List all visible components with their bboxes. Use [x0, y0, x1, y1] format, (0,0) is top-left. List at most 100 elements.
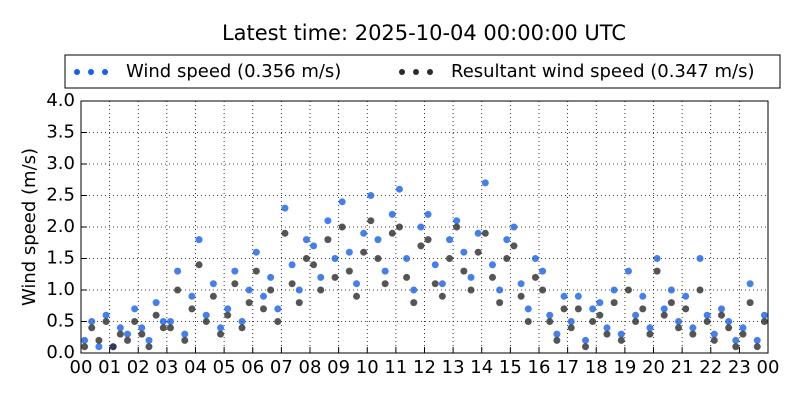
data-point [395, 223, 403, 231]
data-point [259, 292, 267, 300]
data-point [288, 280, 296, 288]
data-point [209, 280, 217, 288]
data-point [88, 318, 96, 325]
data-point [689, 324, 697, 332]
data-point [460, 248, 468, 256]
data-point [360, 229, 368, 237]
data-point [131, 318, 139, 325]
data-point [460, 267, 468, 275]
data-point [582, 343, 590, 351]
data-point [231, 267, 239, 275]
data-point [217, 330, 225, 338]
legend-label: Wind speed (0.356 m/s) [126, 61, 341, 82]
data-point [539, 286, 547, 294]
data-point [488, 261, 496, 269]
data-point [281, 204, 289, 212]
data-point [610, 299, 618, 307]
y-tick-label: 0.0 [46, 342, 75, 363]
data-point [632, 318, 640, 325]
data-point [717, 305, 725, 313]
data-point [496, 286, 504, 294]
data-point [116, 330, 124, 338]
data-point [667, 299, 675, 307]
data-point [624, 267, 632, 275]
x-tick-label: 20 [642, 357, 665, 378]
data-point [646, 324, 654, 332]
y-axis-label: Wind speed (m/s) [19, 148, 40, 306]
data-point [467, 273, 475, 281]
x-tick-label: 16 [528, 357, 551, 378]
data-point [310, 261, 318, 269]
data-point [710, 336, 718, 344]
data-point [317, 286, 325, 294]
data-point [259, 305, 267, 313]
data-point [403, 255, 411, 262]
data-point [632, 311, 640, 319]
data-point [703, 318, 711, 325]
data-point [102, 318, 110, 325]
data-point [252, 267, 260, 275]
data-point [367, 192, 375, 199]
data-point [589, 318, 597, 325]
data-point [646, 330, 654, 338]
data-point [431, 280, 439, 288]
data-point [388, 210, 396, 218]
data-point [710, 330, 718, 338]
y-tick-label: 1.0 [46, 279, 75, 300]
legend-marker [88, 69, 94, 75]
data-point [675, 318, 683, 325]
data-point [732, 343, 740, 351]
data-point [503, 255, 511, 262]
data-point [546, 311, 554, 319]
legend-marker [427, 69, 433, 75]
data-point [589, 305, 597, 313]
data-point [181, 336, 189, 344]
x-tick-label: 06 [241, 357, 264, 378]
data-point [145, 336, 153, 344]
data-point [760, 311, 768, 319]
x-tick-label: 11 [384, 357, 407, 378]
data-point [195, 236, 203, 244]
data-point [267, 286, 275, 294]
data-point [503, 236, 511, 244]
data-point [374, 255, 382, 262]
x-tick-label: 18 [585, 357, 608, 378]
data-point [739, 324, 747, 332]
data-point [675, 324, 683, 332]
data-point [181, 330, 189, 338]
data-point [345, 248, 353, 256]
chart-title: Latest time: 2025-10-04 00:00:00 UTC [222, 21, 626, 45]
data-point [746, 299, 754, 307]
data-point [410, 299, 418, 307]
data-point [145, 343, 153, 351]
data-point [224, 311, 232, 319]
y-tick-label: 3.5 [46, 122, 75, 143]
data-point [245, 299, 253, 307]
data-point [217, 324, 225, 332]
data-point [467, 286, 475, 294]
y-tick-label: 2.0 [46, 216, 75, 237]
data-point [331, 255, 339, 262]
data-point [624, 286, 632, 294]
data-point [345, 267, 353, 275]
data-point [617, 336, 625, 344]
data-point [453, 223, 461, 231]
data-point [209, 292, 217, 300]
data-point [388, 229, 396, 237]
legend-marker [399, 69, 405, 75]
data-point [574, 292, 582, 300]
data-point [753, 343, 761, 351]
data-point [224, 305, 232, 313]
data-point [696, 286, 704, 294]
data-point [739, 330, 747, 338]
data-point [510, 223, 518, 231]
legend-label: Resultant wind speed (0.347 m/s) [451, 61, 755, 82]
data-point [610, 286, 618, 294]
data-point [653, 255, 661, 262]
data-point [732, 336, 740, 344]
data-point [159, 324, 167, 332]
x-tick-label: 00 [70, 357, 93, 378]
data-point [245, 286, 253, 294]
data-point [324, 217, 332, 225]
x-tick-label: 19 [613, 357, 636, 378]
